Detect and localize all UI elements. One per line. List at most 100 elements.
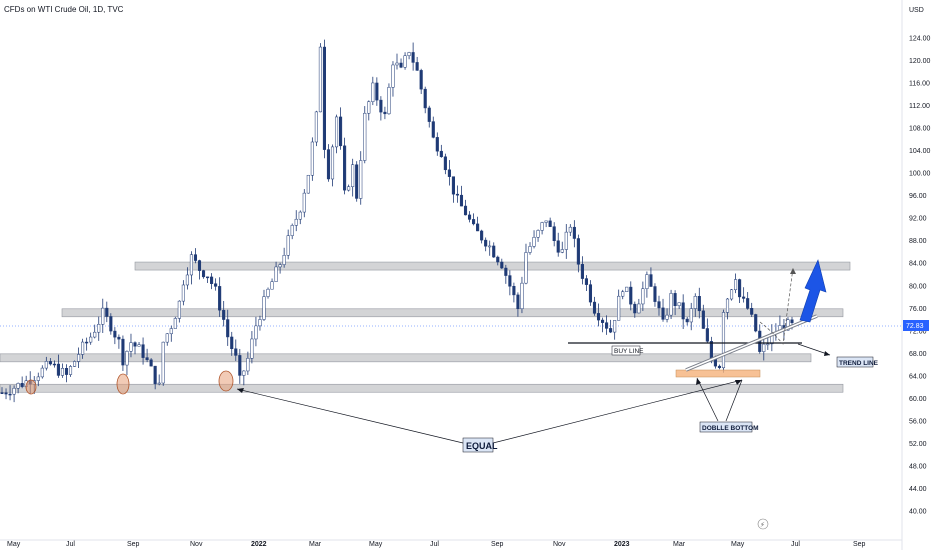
candle-body: [472, 219, 476, 225]
candle-body: [431, 121, 435, 138]
candle-body: [508, 275, 512, 287]
lightning-icon-glyph: ⚡: [760, 521, 765, 529]
candle-body: [568, 226, 572, 233]
x-tick-label: May: [7, 541, 21, 548]
y-tick-label: 112.00: [909, 103, 930, 110]
candle-body: [330, 146, 335, 180]
trend-line-label-box: [836, 356, 874, 368]
candle-body: [153, 365, 157, 385]
candle-body: [210, 276, 214, 284]
candle-body: [149, 359, 153, 367]
double-bottom-arrow-left-head: [696, 378, 701, 385]
candle-body: [754, 314, 758, 332]
candle-body: [742, 296, 746, 299]
candle-body: [125, 350, 129, 366]
candle-body: [109, 316, 113, 332]
support-resistance-zone: [0, 353, 812, 363]
x-tick-label: May: [731, 541, 745, 548]
candle-body: [250, 338, 254, 359]
candle-body: [56, 363, 60, 376]
candle-body: [238, 355, 242, 376]
candle-body: [121, 338, 125, 366]
candle-body: [544, 220, 548, 223]
candle-body: [665, 314, 669, 320]
candle-body: [197, 260, 202, 271]
projection-arrow-head: [790, 268, 796, 274]
y-tick-label: 56.00: [909, 418, 927, 425]
x-tick-label: 2023: [614, 541, 630, 548]
equal-arrow-left: [236, 388, 464, 444]
candle-body: [165, 333, 169, 343]
trend-line-inner: [685, 315, 818, 371]
candle-body: [363, 112, 367, 161]
candle-body: [463, 205, 468, 216]
x-tick-label: Mar: [673, 541, 686, 548]
candle-body: [588, 284, 593, 303]
double-bottom-zone: [675, 369, 761, 378]
lightning-icon[interactable]: [757, 518, 769, 530]
candle-body: [564, 231, 568, 250]
x-tick-label: Nov: [190, 541, 203, 548]
zones-layer: [0, 261, 902, 393]
candle-body: [189, 254, 193, 276]
y-tick-label: 84.00: [909, 261, 927, 268]
candle-body: [685, 318, 689, 323]
candle-body: [435, 137, 439, 152]
swing-low-circle: [25, 379, 37, 395]
candle-body: [596, 313, 601, 321]
y-tick-label: 48.00: [909, 463, 927, 470]
candle-body: [484, 239, 488, 247]
candle-body: [709, 341, 713, 360]
x-tick-label: Nov: [553, 541, 566, 548]
candle-body: [278, 264, 282, 268]
swing-low-circle: [116, 373, 130, 395]
currency-label: USD: [909, 7, 924, 14]
candle-body: [181, 284, 185, 302]
trend-line-pointer-head: [824, 351, 830, 356]
candle-body: [8, 393, 12, 396]
candle-body: [669, 293, 673, 316]
candle-body: [476, 223, 480, 232]
candle-body: [310, 141, 314, 176]
candle-body: [492, 245, 496, 258]
candle-body: [347, 186, 351, 191]
candle-body: [625, 286, 629, 292]
y-tick-label: 68.00: [909, 351, 927, 358]
candle-body: [193, 254, 198, 261]
candle-body: [218, 286, 222, 311]
double-bottom-arrow-left: [696, 377, 719, 422]
x-tick-label: Jul: [430, 541, 439, 548]
candle-body: [322, 46, 326, 150]
candle-body: [661, 307, 665, 320]
candle-body: [355, 164, 359, 199]
candle-body: [556, 240, 560, 253]
double-bottom-arrow-right: [725, 379, 743, 422]
candle-body: [101, 307, 105, 325]
candle-body: [480, 230, 484, 241]
candle-body: [532, 236, 536, 247]
candle-body: [395, 62, 399, 66]
candle-body: [379, 99, 383, 113]
candle-body: [725, 298, 730, 313]
support-resistance-zone: [61, 308, 844, 318]
candle-body: [407, 52, 411, 56]
projection-path: [759, 267, 794, 345]
candle-body: [645, 274, 649, 289]
candle-body: [246, 358, 250, 372]
candle-body: [403, 55, 407, 68]
candle-body: [371, 82, 375, 102]
y-tick-label: 124.00: [909, 36, 931, 43]
candle-body: [290, 225, 294, 236]
candle-body: [439, 150, 443, 158]
buy-line-label: BUY LINE: [614, 348, 644, 355]
candle-body: [786, 319, 790, 331]
candle-body: [230, 336, 234, 349]
candle-body: [451, 176, 455, 195]
candle-body: [488, 245, 492, 248]
candle-body: [48, 361, 52, 365]
candle-body: [169, 328, 173, 335]
candle-body: [633, 303, 637, 314]
candle-body: [242, 370, 246, 376]
x-tick-label: Mar: [309, 541, 322, 548]
